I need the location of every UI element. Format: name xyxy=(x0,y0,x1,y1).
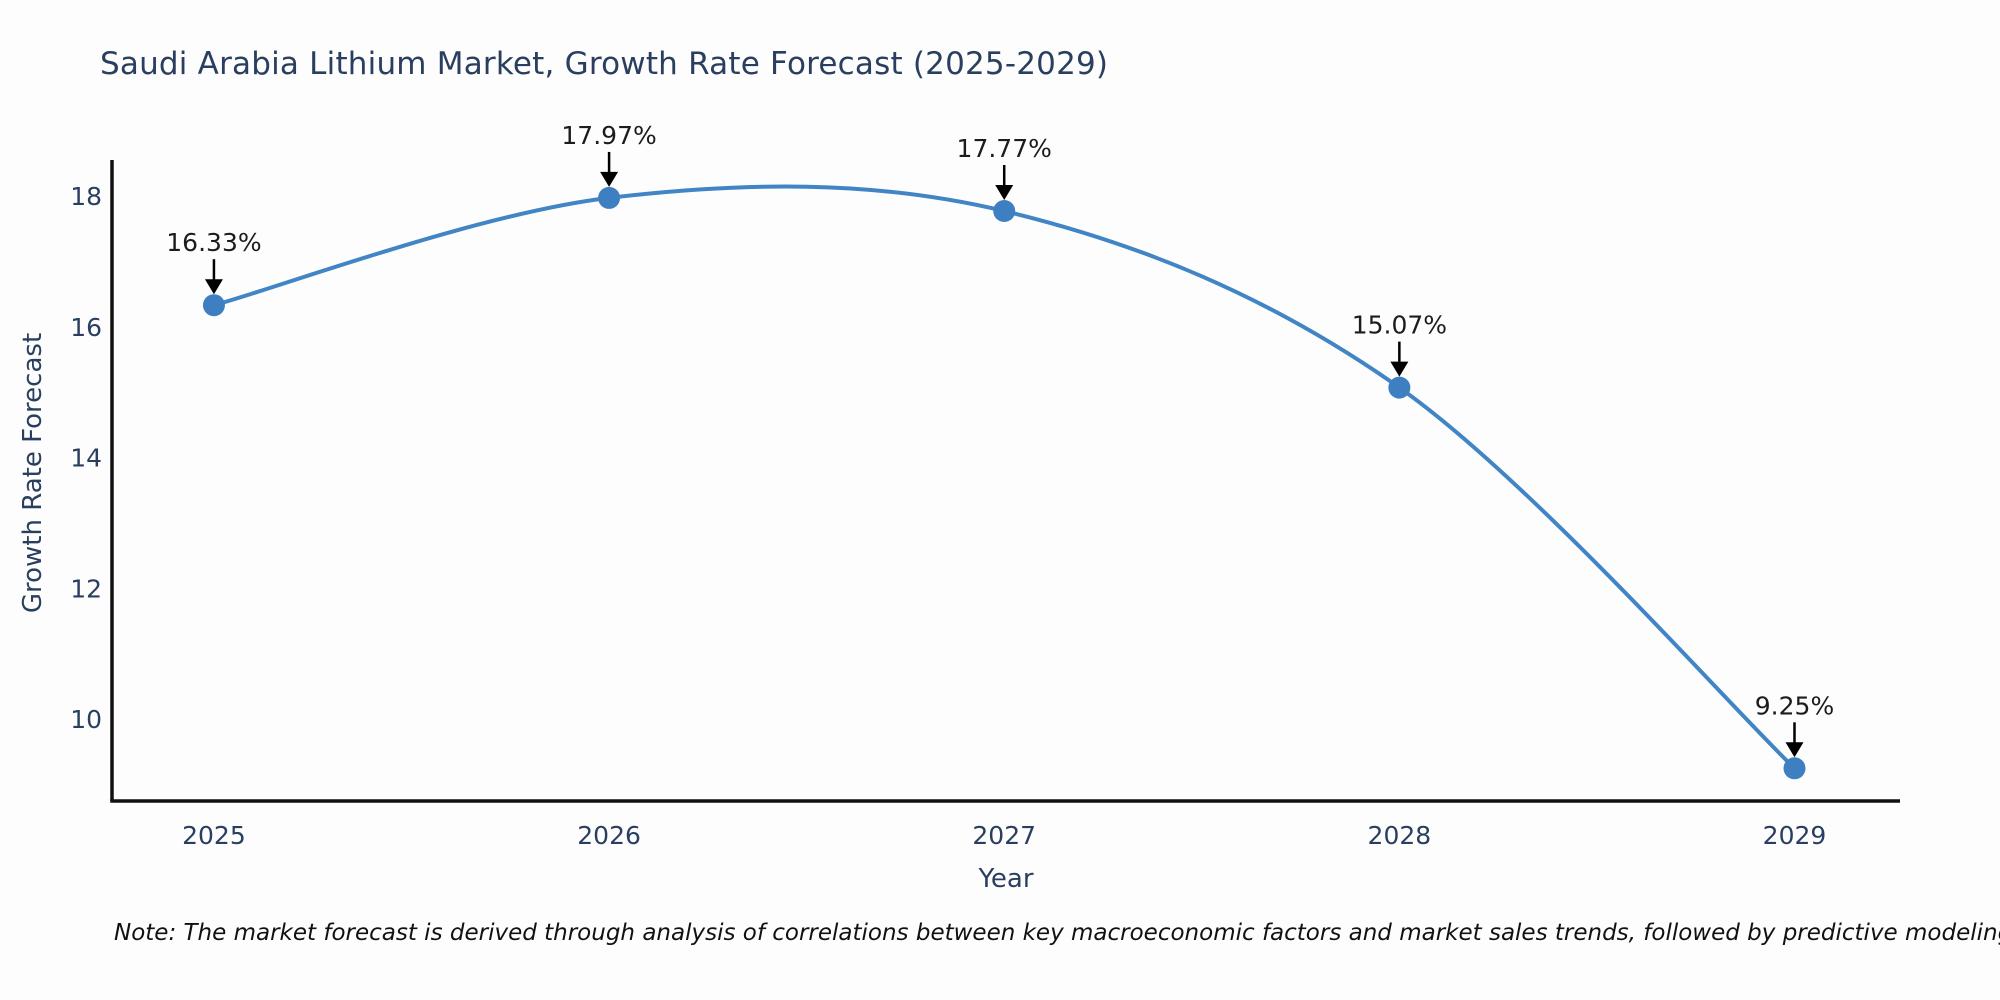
growth-rate-line xyxy=(211,184,1797,771)
y-tick-label: 18 xyxy=(70,182,102,211)
x-tick-label: 2028 xyxy=(1368,821,1432,850)
x-tick-label: 2026 xyxy=(577,821,641,850)
data-point-marker xyxy=(1783,757,1806,780)
annotation-arrowhead xyxy=(1390,361,1409,377)
data-point-marker xyxy=(202,294,225,317)
y-tick-label: 14 xyxy=(70,444,102,473)
annotation-arrowhead xyxy=(204,279,223,295)
footnote: Note: The market forecast is derived thr… xyxy=(114,920,2000,946)
annotation-arrowhead xyxy=(995,185,1014,201)
y-tick-label: 16 xyxy=(70,313,102,342)
annotation-arrowhead xyxy=(1785,742,1804,758)
x-tick-label: 2025 xyxy=(182,821,246,850)
data-point-label: 16.33% xyxy=(166,228,261,257)
chart-title: Saudi Arabia Lithium Market, Growth Rate… xyxy=(100,46,1109,82)
annotation-arrowhead xyxy=(600,171,619,187)
y-tick-label: 10 xyxy=(70,705,102,734)
data-point-label: 17.77% xyxy=(957,134,1052,163)
x-axis-title: Year xyxy=(978,864,1034,894)
data-point-marker xyxy=(1388,376,1411,399)
x-tick-label: 2027 xyxy=(972,821,1036,850)
x-tick-label: 2029 xyxy=(1763,821,1827,850)
data-point-label: 15.07% xyxy=(1352,311,1447,340)
data-point-label: 17.97% xyxy=(561,121,656,150)
y-axis-title: Growth Rate Forecast xyxy=(18,332,48,614)
y-tick-label: 12 xyxy=(70,574,102,603)
data-point-marker xyxy=(993,200,1016,223)
data-point-label: 9.25% xyxy=(1755,691,1834,720)
data-point-marker xyxy=(598,186,621,209)
